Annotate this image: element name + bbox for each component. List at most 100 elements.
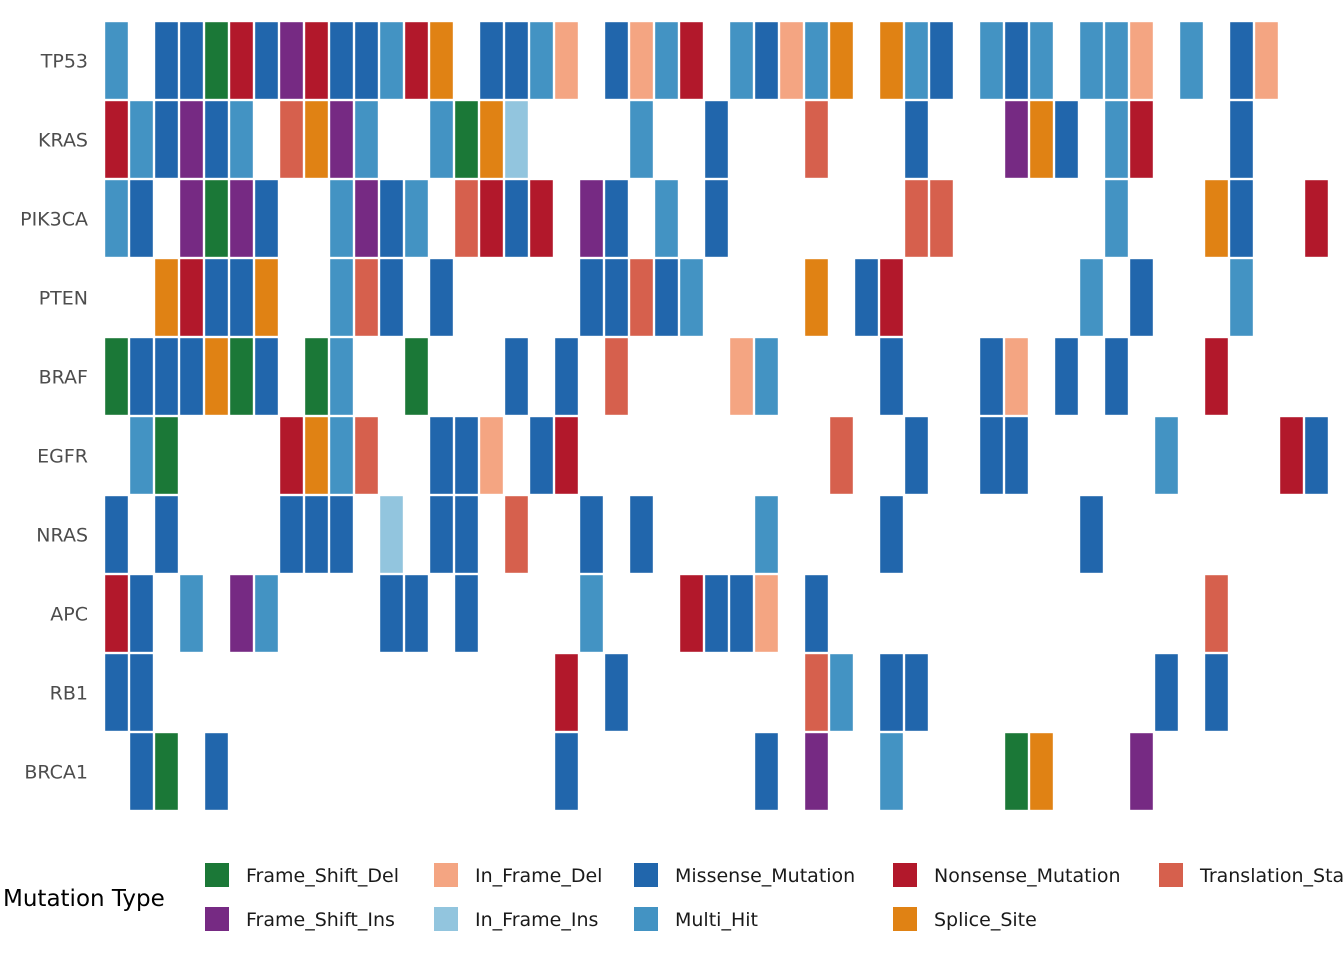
legend-item-in-frame-del: In_Frame_Del bbox=[434, 863, 602, 887]
tile-pik3ca-sample-46 bbox=[1230, 180, 1253, 257]
tile-pten-sample-31 bbox=[855, 259, 878, 336]
tile-kras-sample-2 bbox=[130, 101, 153, 178]
tile-tp53-sample-23 bbox=[655, 22, 678, 99]
tile-apc-sample-12 bbox=[380, 575, 403, 652]
tile-kras-sample-46 bbox=[1230, 101, 1253, 178]
tile-brca1-sample-5 bbox=[205, 733, 228, 810]
tile-pten-sample-29 bbox=[805, 259, 828, 336]
legend-title: Mutation Type bbox=[3, 886, 165, 912]
tile-apc-sample-7 bbox=[255, 575, 278, 652]
tile-braf-sample-5 bbox=[205, 338, 228, 415]
tile-tp53-sample-19 bbox=[555, 22, 578, 99]
legend: Mutation Type Frame_Shift_Del Frame_Shift… bbox=[3, 863, 1344, 931]
tile-nras-sample-32 bbox=[880, 496, 903, 573]
tile-tp53-sample-1 bbox=[105, 22, 128, 99]
tile-braf-sample-3 bbox=[155, 338, 178, 415]
tile-rb1-sample-1 bbox=[105, 654, 128, 731]
tile-braf-sample-2 bbox=[130, 338, 153, 415]
tile-pik3ca-sample-10 bbox=[330, 180, 353, 257]
tile-apc-sample-27 bbox=[755, 575, 778, 652]
tile-pten-sample-14 bbox=[430, 259, 453, 336]
legend-item-frame-shift-del: Frame_Shift_Del bbox=[205, 863, 399, 887]
tile-egfr-sample-16 bbox=[480, 417, 503, 494]
legend-swatch bbox=[634, 907, 658, 931]
tile-pten-sample-22 bbox=[630, 259, 653, 336]
tile-pik3ca-sample-11 bbox=[355, 180, 378, 257]
gene-label-pten: PTEN bbox=[39, 288, 88, 310]
tile-apc-sample-20 bbox=[580, 575, 603, 652]
tile-tp53-sample-27 bbox=[755, 22, 778, 99]
legend-label: Splice_Site bbox=[934, 909, 1037, 931]
tile-braf-sample-17 bbox=[505, 338, 528, 415]
mutation-tiles bbox=[105, 22, 1328, 810]
tile-apc-sample-1 bbox=[105, 575, 128, 652]
tile-braf-sample-37 bbox=[1005, 338, 1028, 415]
tile-brca1-sample-2 bbox=[130, 733, 153, 810]
tile-nras-sample-3 bbox=[155, 496, 178, 573]
tile-tp53-sample-24 bbox=[680, 22, 703, 99]
tile-kras-sample-5 bbox=[205, 101, 228, 178]
tile-nras-sample-20 bbox=[580, 496, 603, 573]
tile-apc-sample-26 bbox=[730, 575, 753, 652]
tile-kras-sample-16 bbox=[480, 101, 503, 178]
tile-tp53-sample-30 bbox=[830, 22, 853, 99]
gene-label-pik3ca: PIK3CA bbox=[20, 209, 88, 231]
legend-swatch bbox=[893, 863, 917, 887]
legend-item-splice-site: Splice_Site bbox=[893, 907, 1037, 931]
legend-swatch bbox=[893, 907, 917, 931]
tile-pik3ca-sample-41 bbox=[1105, 180, 1128, 257]
tile-tp53-sample-22 bbox=[630, 22, 653, 99]
tile-pik3ca-sample-20 bbox=[580, 180, 603, 257]
tile-nras-sample-17 bbox=[505, 496, 528, 573]
tile-rb1-sample-21 bbox=[605, 654, 628, 731]
tile-braf-sample-36 bbox=[980, 338, 1003, 415]
tile-egfr-sample-36 bbox=[980, 417, 1003, 494]
legend-label: In_Frame_Ins bbox=[475, 909, 598, 931]
tile-pten-sample-32 bbox=[880, 259, 903, 336]
tile-nras-sample-1 bbox=[105, 496, 128, 573]
tile-brca1-sample-38 bbox=[1030, 733, 1053, 810]
legend-label: Nonsense_Mutation bbox=[934, 865, 1121, 887]
tile-egfr-sample-11 bbox=[355, 417, 378, 494]
tile-rb1-sample-43 bbox=[1155, 654, 1178, 731]
tile-pik3ca-sample-16 bbox=[480, 180, 503, 257]
gene-label-braf: BRAF bbox=[39, 367, 88, 389]
tile-pten-sample-42 bbox=[1130, 259, 1153, 336]
legend-label: Frame_Shift_Ins bbox=[246, 909, 395, 931]
tile-pik3ca-sample-49 bbox=[1305, 180, 1328, 257]
tile-pten-sample-20 bbox=[580, 259, 603, 336]
tile-egfr-sample-19 bbox=[555, 417, 578, 494]
tile-tp53-sample-14 bbox=[430, 22, 453, 99]
tile-nras-sample-12 bbox=[380, 496, 403, 573]
tile-pik3ca-sample-21 bbox=[605, 180, 628, 257]
tile-pik3ca-sample-25 bbox=[705, 180, 728, 257]
tile-brca1-sample-3 bbox=[155, 733, 178, 810]
tile-egfr-sample-49 bbox=[1305, 417, 1328, 494]
tile-tp53-sample-46 bbox=[1230, 22, 1253, 99]
legend-item-multi-hit: Multi_Hit bbox=[634, 907, 758, 931]
tile-kras-sample-3 bbox=[155, 101, 178, 178]
tile-kras-sample-38 bbox=[1030, 101, 1053, 178]
tile-braf-sample-9 bbox=[305, 338, 328, 415]
tile-kras-sample-41 bbox=[1105, 101, 1128, 178]
tile-kras-sample-17 bbox=[505, 101, 528, 178]
tile-brca1-sample-19 bbox=[555, 733, 578, 810]
tile-rb1-sample-30 bbox=[830, 654, 853, 731]
gene-axis-labels: TP53 KRAS PIK3CA PTEN BRAF EGFR NRAS APC RB1 BRCA… bbox=[20, 51, 88, 784]
tile-egfr-sample-33 bbox=[905, 417, 928, 494]
legend-item-translation-start-site: Translation_Start_Site bbox=[1159, 863, 1344, 887]
tile-pik3ca-sample-1 bbox=[105, 180, 128, 257]
tile-egfr-sample-3 bbox=[155, 417, 178, 494]
tile-pik3ca-sample-34 bbox=[930, 180, 953, 257]
tile-egfr-sample-10 bbox=[330, 417, 353, 494]
tile-egfr-sample-18 bbox=[530, 417, 553, 494]
tile-egfr-sample-15 bbox=[455, 417, 478, 494]
tile-egfr-sample-9 bbox=[305, 417, 328, 494]
tile-pik3ca-sample-15 bbox=[455, 180, 478, 257]
tile-tp53-sample-32 bbox=[880, 22, 903, 99]
tile-braf-sample-26 bbox=[730, 338, 753, 415]
tile-braf-sample-41 bbox=[1105, 338, 1128, 415]
tile-tp53-sample-26 bbox=[730, 22, 753, 99]
tile-tp53-sample-29 bbox=[805, 22, 828, 99]
tile-pten-sample-24 bbox=[680, 259, 703, 336]
